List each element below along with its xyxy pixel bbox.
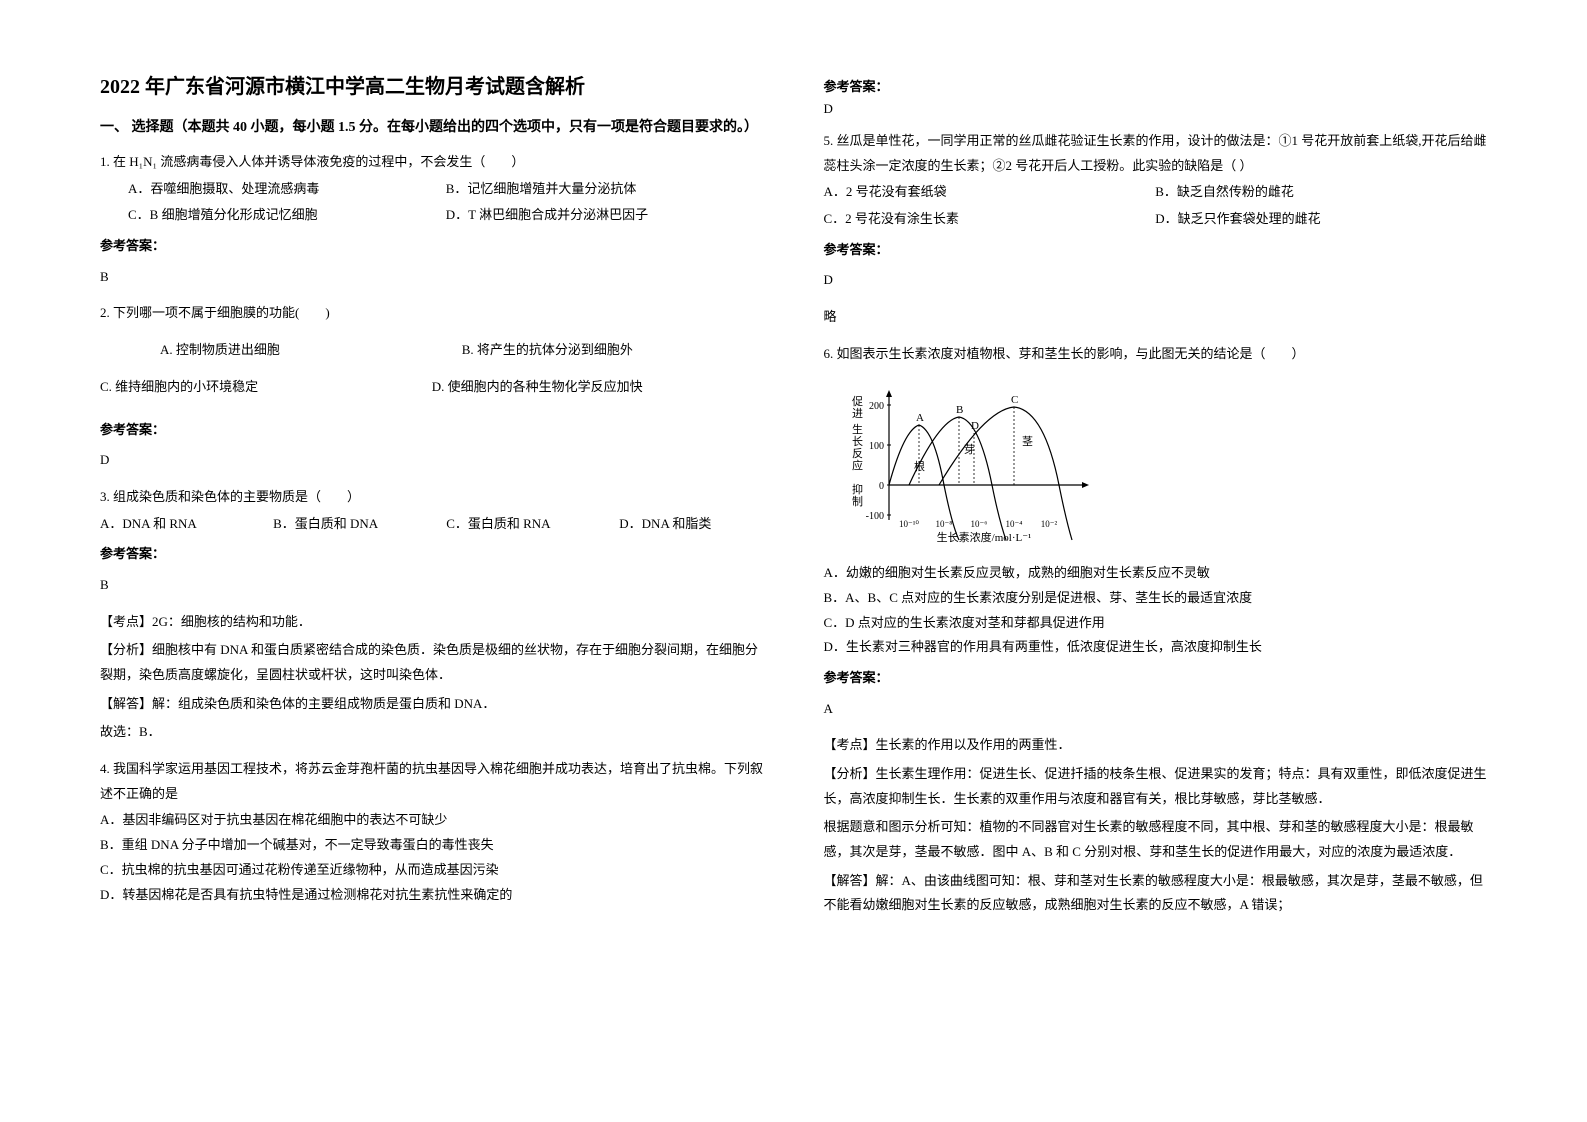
q6-jieda: 【解答】解：A、由该曲线图可知：根、芽和茎对生长素的敏感程度大小是：根最敏感，其… (824, 869, 1488, 918)
q1-answer-label: 参考答案： (100, 234, 764, 259)
question-1: 1. 在 H₁N₁ 流感病毒侵入人体并诱导体液免疫的过程中，不会发生（ ） A．… (100, 150, 764, 289)
q6-text: 6. 如图表示生长素浓度对植物根、芽和茎生长的影响，与此图无关的结论是（ ） (824, 342, 1488, 367)
q6-optB: B．A、B、C 点对应的生长素浓度分别是促进根、芽、茎生长的最适宜浓度 (824, 586, 1488, 611)
q4-answer-label: 参考答案： (824, 76, 1488, 95)
q2-answer: D (100, 448, 764, 473)
chart-svg: 促进生长反应抑制 200 100 0 -100 10⁻¹⁰ 10⁻⁸ 10⁻⁶ 10⁻⁴ 10⁻²… (844, 375, 1104, 545)
svg-text:生长素浓度/mol·L⁻¹: 生长素浓度/mol·L⁻¹ (936, 530, 1031, 544)
q1-text: 1. 在 H₁N₁ 流感病毒侵入人体并诱导体液免疫的过程中，不会发生（ ） (100, 150, 764, 175)
q3-fenxi: 【分析】细胞核中有 DNA 和蛋白质紧密结合成的染色质．染色质是极细的丝状物，存… (100, 638, 764, 687)
svg-text:B: B (956, 404, 963, 416)
q2-optC: C. 维持细胞内的小环境稳定 (100, 375, 432, 400)
q3-kaodian: 【考点】2G：细胞核的结构和功能． (100, 610, 764, 635)
q1-optB: B．记忆细胞增殖并大量分泌抗体 (446, 177, 764, 202)
svg-text:促: 促 (852, 394, 863, 408)
q5-optB: B．缺乏自然传粉的雌花 (1155, 180, 1487, 205)
q6-optD: D．生长素对三种器官的作用具有两重性，低浓度促进生长，高浓度抑制生长 (824, 635, 1488, 660)
question-5: 5. 丝瓜是单性花，一同学用正常的丝瓜雌花验证生长素的作用，设计的做法是：①1 … (824, 129, 1488, 330)
right-column: 参考答案： D 5. 丝瓜是单性花，一同学用正常的丝瓜雌花验证生长素的作用，设计… (824, 70, 1488, 930)
svg-text:茎: 茎 (1022, 435, 1033, 448)
q5-answer: D (824, 268, 1488, 293)
q4-text: 4. 我国科学家运用基因工程技术，将苏云金芽孢杆菌的抗虫基因导入棉花细胞并成功表… (100, 757, 764, 806)
q5-optD: D．缺乏只作套袋处理的雌花 (1155, 207, 1487, 232)
q6-optC: C．D 点对应的生长素浓度对茎和芽都具促进作用 (824, 611, 1488, 636)
q3-optA: A．DNA 和 RNA (100, 512, 273, 537)
q5-text: 5. 丝瓜是单性花，一同学用正常的丝瓜雌花验证生长素的作用，设计的做法是：①1 … (824, 129, 1488, 178)
q1-answer: B (100, 265, 764, 290)
q3-optD: D．DNA 和脂类 (619, 512, 763, 537)
q3-text: 3. 组成染色质和染色体的主要物质是（ ） (100, 485, 764, 510)
q2-optA: A. 控制物质进出细胞 (100, 338, 462, 363)
q3-jieda: 【解答】解：组成染色质和染色体的主要组成物质是蛋白质和 DNA． (100, 692, 764, 717)
question-3: 3. 组成染色质和染色体的主要物质是（ ） A．DNA 和 RNA B．蛋白质和… (100, 485, 764, 745)
q1-optA: A．吞噬细胞摄取、处理流感病毒 (128, 177, 446, 202)
section-header: 一、 选择题（本题共 40 小题，每小题 1.5 分。在每小题给出的四个选项中，… (100, 117, 764, 138)
q6-answer-label: 参考答案： (824, 666, 1488, 691)
svg-text:0: 0 (879, 481, 884, 492)
svg-text:进: 进 (852, 407, 863, 420)
svg-text:反: 反 (852, 447, 863, 460)
q5-optC: C．2 号花没有涂生长素 (824, 207, 1156, 232)
q1-optD: D．T 淋巴细胞合成并分泌淋巴因子 (446, 203, 764, 228)
auxin-chart: 促进生长反应抑制 200 100 0 -100 10⁻¹⁰ 10⁻⁸ 10⁻⁶ 10⁻⁴ 10⁻²… (844, 375, 1488, 554)
q3-answer: B (100, 573, 764, 598)
svg-text:10⁻⁶: 10⁻⁶ (970, 519, 987, 529)
q4-answer: D (824, 101, 1488, 117)
q6-fenxi: 【分析】生长素生理作用：促进生长、促进扦插的枝条生根、促进果实的发育；特点：具有… (824, 762, 1488, 811)
svg-text:A: A (916, 412, 924, 424)
svg-text:10⁻⁴: 10⁻⁴ (1005, 519, 1022, 529)
svg-text:C: C (1011, 394, 1018, 406)
q1-optC: C．B 细胞增殖分化形成记忆细胞 (128, 203, 446, 228)
q6-kaodian: 【考点】生长素的作用以及作用的两重性． (824, 733, 1488, 758)
svg-text:应: 应 (852, 458, 863, 472)
q3-optC: C．蛋白质和 RNA (446, 512, 619, 537)
q2-optD: D. 使细胞内的各种生物化学反应加快 (432, 375, 764, 400)
q2-answer-label: 参考答案： (100, 418, 764, 443)
svg-text:生: 生 (852, 422, 863, 436)
q3-answer-label: 参考答案： (100, 542, 764, 567)
q2-text: 2. 下列哪一项不属于细胞膜的功能( ) (100, 301, 764, 326)
svg-text:根: 根 (914, 459, 925, 473)
q5-optA: A．2 号花没有套纸袋 (824, 180, 1156, 205)
svg-text:抑: 抑 (852, 482, 863, 496)
q5-lue: 略 (824, 305, 1488, 330)
q2-optB: B. 将产生的抗体分泌到细胞外 (462, 338, 764, 363)
svg-text:制: 制 (852, 495, 863, 508)
q6-optA: A．幼嫩的细胞对生长素反应灵敏，成熟的细胞对生长素反应不灵敏 (824, 561, 1488, 586)
svg-text:D: D (971, 420, 979, 432)
svg-text:100: 100 (869, 441, 884, 452)
svg-text:10⁻⁸: 10⁻⁸ (935, 519, 952, 529)
svg-text:-100: -100 (865, 511, 883, 522)
q3-guxuan: 故选：B． (100, 720, 764, 745)
q4-optD: D．转基因棉花是否具有抗虫特性是通过检测棉花对抗生素抗性来确定的 (100, 883, 764, 908)
q6-fenxi2: 根据题意和图示分析可知：植物的不同器官对生长素的敏感程度不同，其中根、芽和茎的敏… (824, 815, 1488, 864)
question-6: 6. 如图表示生长素浓度对植物根、芽和茎生长的影响，与此图无关的结论是（ ） 促… (824, 342, 1488, 918)
svg-text:长: 长 (852, 435, 863, 448)
svg-text:200: 200 (869, 401, 884, 412)
left-column: 2022 年广东省河源市横江中学高二生物月考试题含解析 一、 选择题（本题共 4… (100, 70, 764, 930)
q4-optC: C．抗虫棉的抗虫基因可通过花粉传递至近缘物种，从而造成基因污染 (100, 858, 764, 883)
svg-text:10⁻²: 10⁻² (1040, 519, 1057, 529)
q4-optB: B．重组 DNA 分子中增加一个碱基对，不一定导致毒蛋白的毒性丧失 (100, 833, 764, 858)
q4-optA: A．基因非编码区对于抗虫基因在棉花细胞中的表达不可缺少 (100, 808, 764, 833)
question-2: 2. 下列哪一项不属于细胞膜的功能( ) A. 控制物质进出细胞 B. 将产生的… (100, 301, 764, 472)
q3-optB: B．蛋白质和 DNA (273, 512, 446, 537)
question-4: 4. 我国科学家运用基因工程技术，将苏云金芽孢杆菌的抗虫基因导入棉花细胞并成功表… (100, 757, 764, 907)
page-title: 2022 年广东省河源市横江中学高二生物月考试题含解析 (100, 70, 764, 99)
svg-text:芽: 芽 (964, 442, 975, 456)
svg-text:10⁻¹⁰: 10⁻¹⁰ (898, 519, 918, 529)
q6-answer: A (824, 697, 1488, 722)
q5-answer-label: 参考答案： (824, 238, 1488, 263)
